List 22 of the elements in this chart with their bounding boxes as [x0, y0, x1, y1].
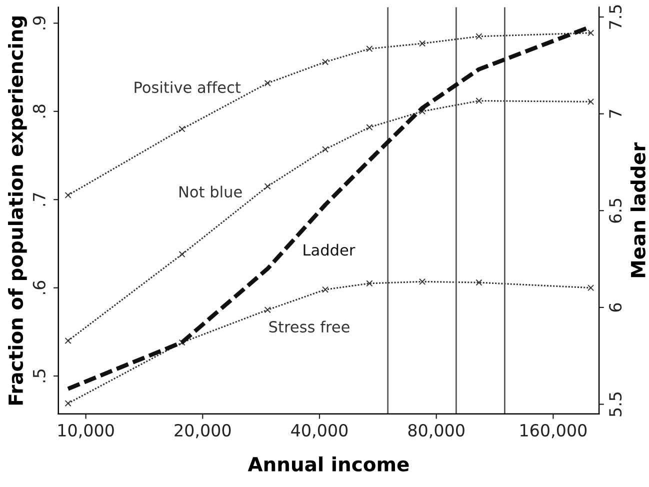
y2-tick-label: 6.5	[609, 198, 622, 223]
y2-axis-title: Mean ladder	[630, 142, 646, 278]
x-axis-title: Annual income	[248, 456, 409, 472]
y-tick-label: .7	[33, 193, 46, 206]
series-label: Ladder	[304, 244, 356, 256]
x-tick-label: 20,000	[174, 424, 231, 438]
y2-tick-label: 7.5	[609, 5, 622, 29]
series-label: Not blue	[180, 186, 242, 198]
y2-tick-label: 7	[609, 110, 622, 118]
x-tick-label: 80,000	[408, 424, 464, 438]
y-tick-label: .6	[32, 280, 46, 294]
x-tick-label: 10,000	[58, 424, 114, 438]
series-label: Positive affect	[134, 81, 241, 94]
y2-tick-label: 6	[609, 303, 622, 312]
y-axis-title: Fraction of population experiencing	[8, 16, 27, 405]
y-tick-label: .5	[33, 370, 46, 382]
y-tick-label: .9	[32, 16, 46, 30]
y2-tick-label: 5.5	[609, 392, 622, 416]
y-tick-label: .8	[32, 104, 46, 118]
x-tick-label: 40,000	[291, 424, 348, 438]
x-tick-label: 160,000	[520, 424, 587, 438]
series-label: Stress free	[269, 320, 350, 333]
